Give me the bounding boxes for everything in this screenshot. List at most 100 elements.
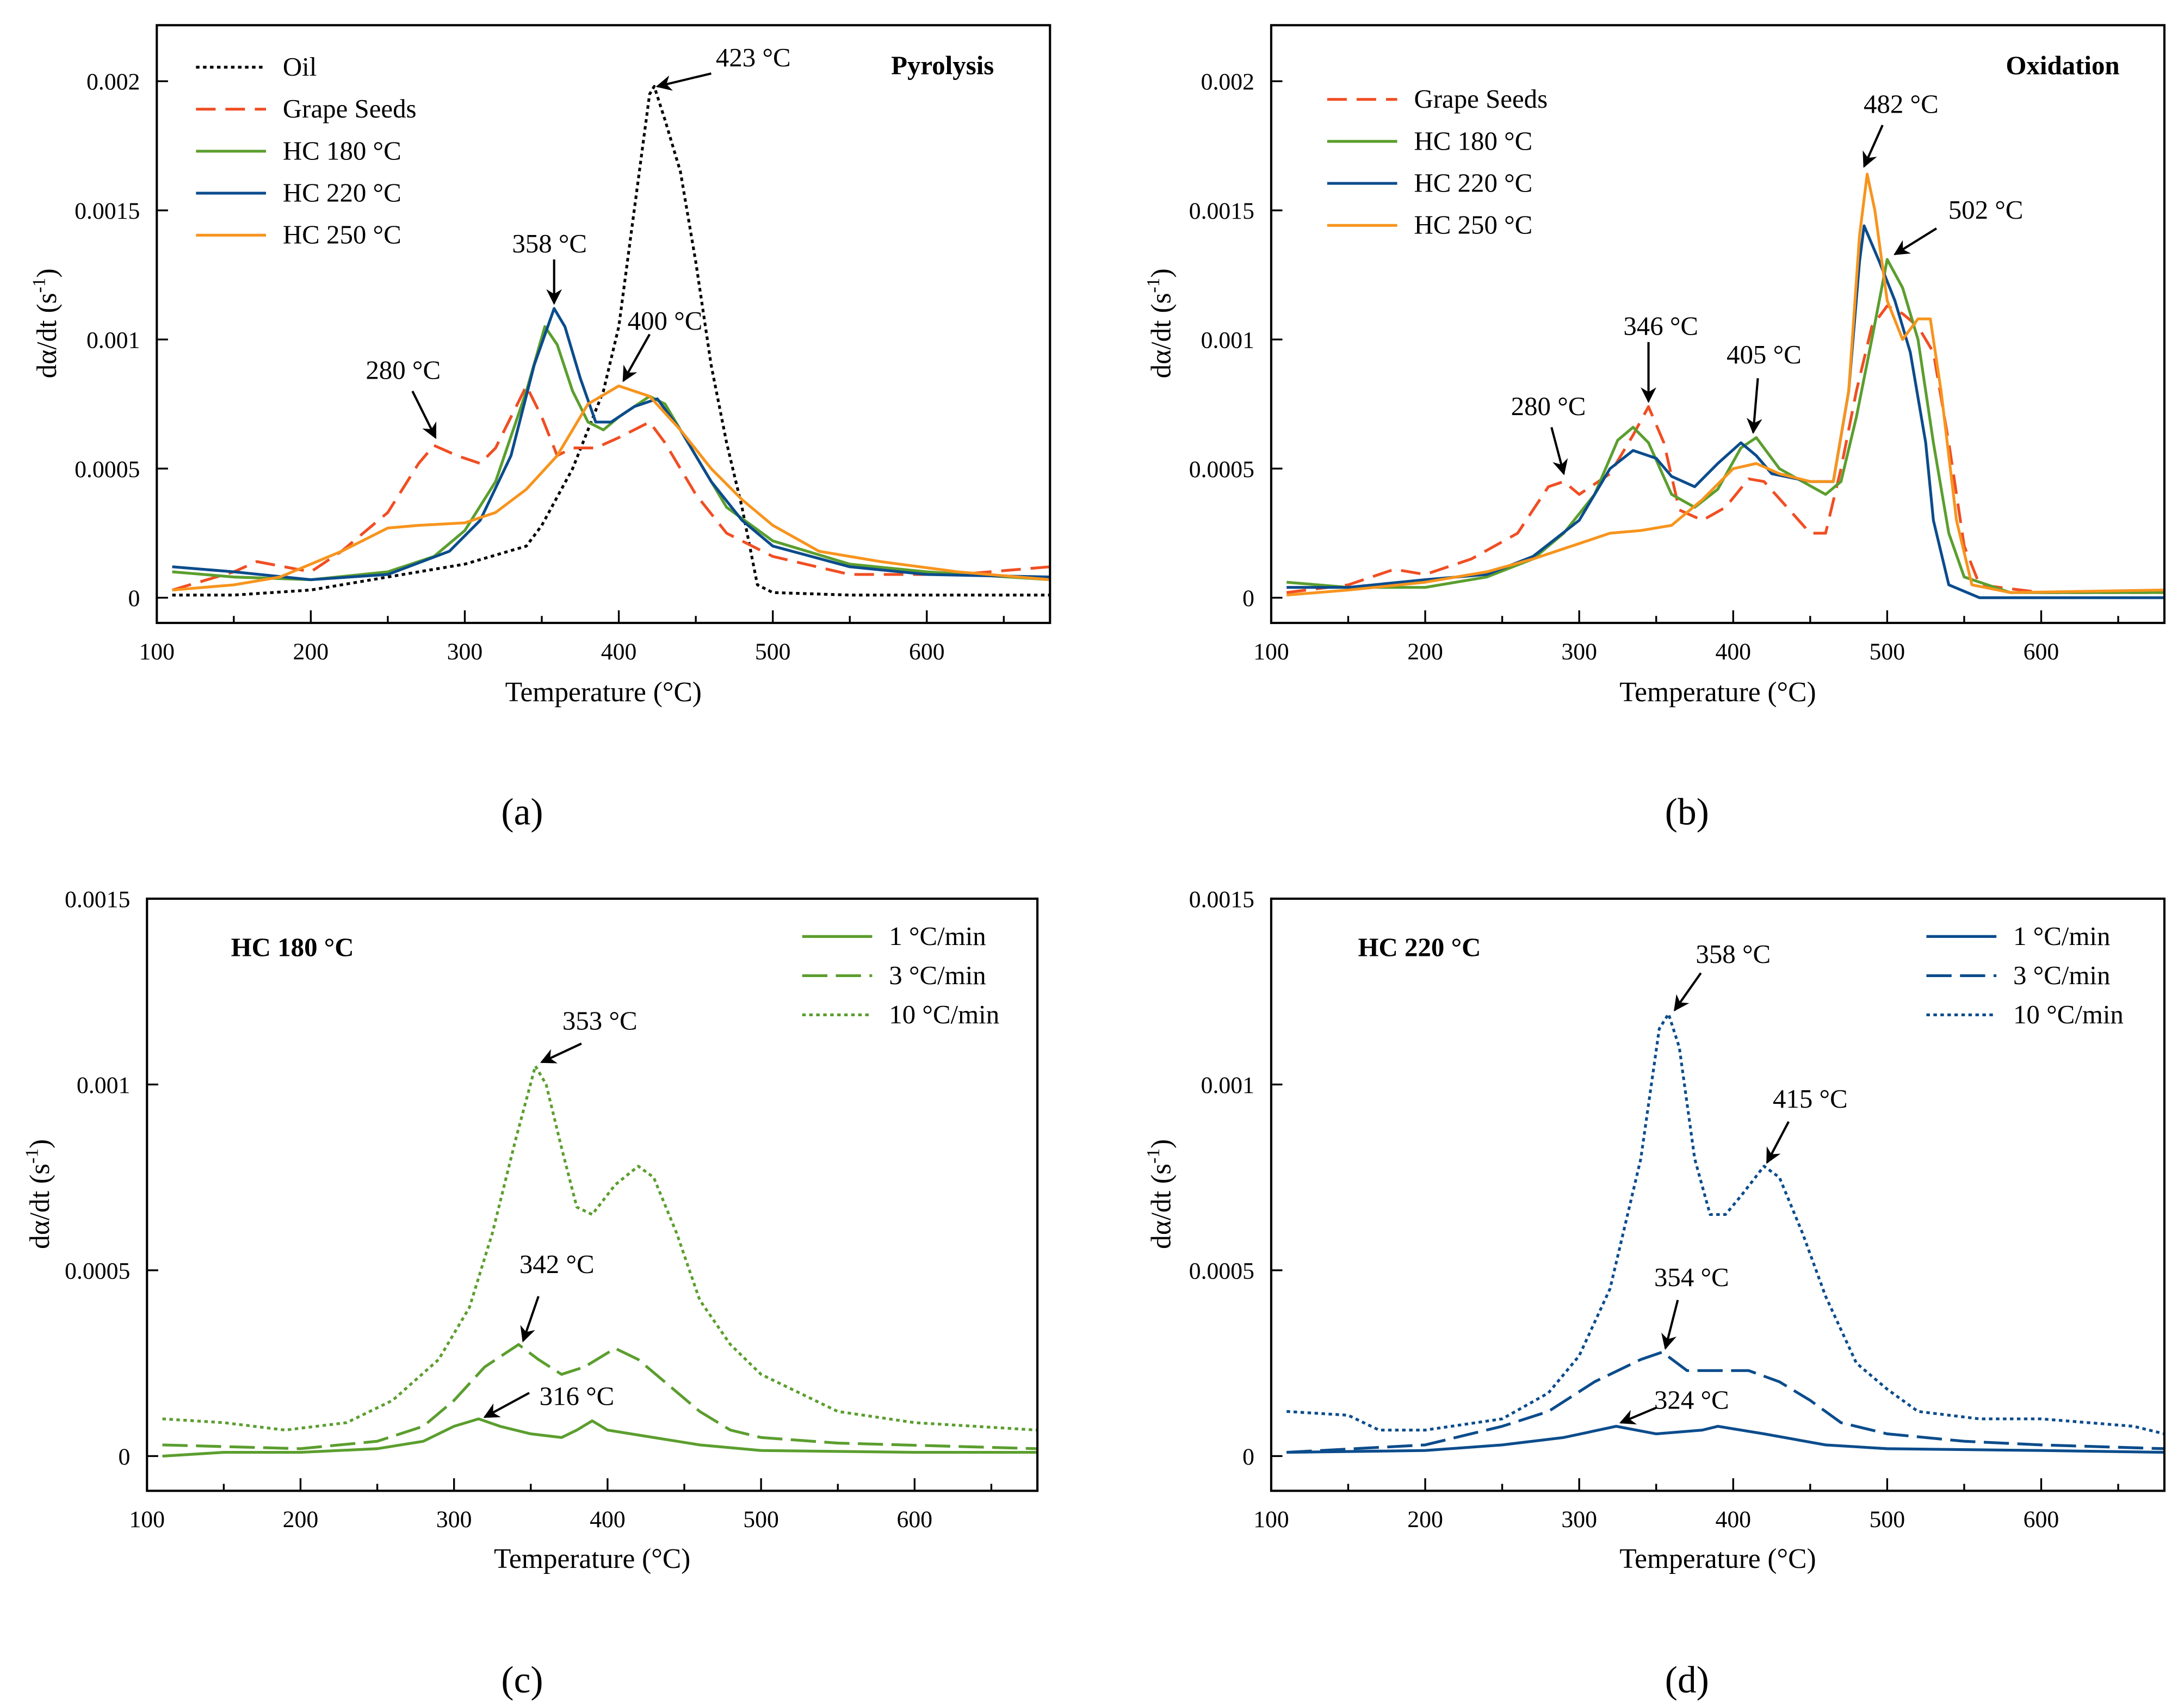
legend-label: 1 °C/min <box>2013 921 2110 951</box>
x-axis-label: Temperature (°C) <box>505 677 702 708</box>
y-tick-label: 0.0005 <box>65 1258 130 1284</box>
y-tick-label: 0 <box>1242 1444 1254 1470</box>
x-tick-label: 400 <box>1715 639 1751 665</box>
annotation-label: 358 °C <box>512 228 587 258</box>
annotation-arrow <box>1550 427 1568 475</box>
x-tick-label: 500 <box>743 1506 779 1533</box>
y-tick-label: 0.002 <box>86 69 140 95</box>
plot-frame <box>156 24 1051 625</box>
panel-label: (c) <box>501 1659 543 1701</box>
x-tick-label: 100 <box>1253 1506 1289 1533</box>
y-tick-label: 0.0015 <box>1189 886 1254 912</box>
legend-label: Grape Seeds <box>283 94 417 123</box>
annotation-label: 405 °C <box>1727 339 1802 369</box>
legend-label: 3 °C/min <box>889 960 986 990</box>
legend-label: Grape Seeds <box>1414 84 1548 114</box>
plot-frame <box>1270 897 2166 1492</box>
legend-label: 1 °C/min <box>889 921 986 951</box>
x-tick-label: 600 <box>2024 639 2059 665</box>
annotation-label: 280 °C <box>366 355 441 385</box>
annotation-label: 502 °C <box>1948 195 2024 225</box>
y-tick-label: 0 <box>118 1444 130 1470</box>
chart-panel-c: 100 200 300 400 500 600 0 0.0005 0.001 0.0015 1 °C… <box>22 886 1039 1701</box>
annotation-arrow <box>1661 1300 1679 1350</box>
panel-label: (b) <box>1665 792 1709 833</box>
panel-label: (a) <box>501 792 543 833</box>
x-axis-label: Temperature (°C) <box>1619 1543 1816 1574</box>
x-tick-label: 600 <box>897 1506 933 1533</box>
y-tick-label: 0.0005 <box>75 456 140 483</box>
y-axis-label-end: ) <box>24 1139 55 1148</box>
y-tick-label: 0.0005 <box>1189 1258 1254 1284</box>
legend-label: HC 180 °C <box>1414 126 1532 156</box>
x-tick-label: 100 <box>129 1506 165 1533</box>
y-tick-label: 0.001 <box>77 1072 130 1098</box>
annotation-label: 346 °C <box>1623 311 1698 341</box>
series-line-3-c-min <box>1286 1350 2165 1454</box>
x-tick-label: 500 <box>1870 1506 1905 1533</box>
y-tick-label: 0.001 <box>86 327 140 353</box>
series-line-hc-220-c <box>1286 224 2164 600</box>
y-axis-label-main: dα/dt (s <box>24 1164 55 1249</box>
chart-title: Oxidation <box>2006 50 2119 80</box>
x-tick-label: 300 <box>436 1506 472 1533</box>
x-tick-label: 300 <box>447 639 483 665</box>
x-tick-label: 200 <box>293 639 329 665</box>
series-line-grape-seeds <box>171 384 1050 592</box>
chart-panel-a: 100 200 300 400 500 600 0 0.0005 0.001 0.0015 0.00… <box>29 24 1051 833</box>
y-axis-label-end: ) <box>1146 268 1177 277</box>
annotation-arrow <box>1746 378 1762 434</box>
annotation-label: 342 °C <box>519 1249 595 1279</box>
annotation-arrow <box>622 333 651 382</box>
y-tick-label: 0.0005 <box>1189 456 1254 483</box>
series-line-10-c-min <box>162 1064 1038 1432</box>
y-tick-label: 0.001 <box>1201 1072 1254 1098</box>
y-axis-label: dα/dt (s-1) <box>22 1139 55 1249</box>
x-tick-label: 200 <box>1407 1506 1443 1533</box>
annotation-label: 316 °C <box>540 1381 615 1411</box>
legend-label: 3 °C/min <box>2013 960 2110 990</box>
x-tick-label: 400 <box>1715 1506 1751 1533</box>
legend-label: 10 °C/min <box>2013 999 2124 1029</box>
annotation-arrow <box>1894 227 1938 256</box>
series-line-hc-220-c <box>172 307 1050 582</box>
annotation-label: 358 °C <box>1696 939 1771 969</box>
annotation-arrow <box>655 72 711 91</box>
y-tick-label: 0.0015 <box>1189 198 1254 224</box>
series-line-10-c-min <box>1286 1012 2165 1436</box>
y-axis-label-main: dα/dt (s <box>32 293 63 378</box>
legend-label: HC 250 °C <box>283 220 401 250</box>
x-tick-label: 600 <box>909 639 945 665</box>
x-tick-label: 100 <box>139 639 175 665</box>
series-line-1-c-min <box>162 1417 1038 1458</box>
annotation-label: 280 °C <box>1511 391 1586 421</box>
panel-label: (d) <box>1665 1659 1709 1701</box>
chart-title: Pyrolysis <box>891 50 994 80</box>
y-axis-label: dα/dt (s-1) <box>1143 1139 1177 1249</box>
annotation-label: 482 °C <box>1864 89 1939 119</box>
y-axis-label-main: dα/dt (s <box>1146 1164 1177 1249</box>
series-line-hc-180-c <box>172 325 1050 582</box>
y-tick-label: 0.002 <box>1201 69 1254 95</box>
y-tick-label: 0.0015 <box>75 198 140 224</box>
annotation-arrow <box>411 391 437 439</box>
annotation-arrow <box>520 1296 540 1343</box>
legend-label: HC 220 °C <box>283 178 401 208</box>
annotation-arrow <box>1673 972 1702 1012</box>
chart-title: HC 180 °C <box>231 932 354 962</box>
annotation-arrow <box>1863 125 1884 168</box>
legend-label: Oil <box>283 52 317 82</box>
x-tick-label: 200 <box>283 1506 319 1533</box>
x-tick-label: 200 <box>1407 639 1443 665</box>
annotation-arrow <box>1766 1121 1790 1164</box>
plot-frame <box>146 897 1039 1492</box>
y-tick-label: 0.0015 <box>65 886 130 912</box>
x-tick-label: 500 <box>755 639 791 665</box>
y-tick-label: 0 <box>1242 585 1254 611</box>
series-line-hc-250-c <box>172 384 1050 592</box>
annotation-arrow <box>1619 1406 1657 1425</box>
x-axis-label: Temperature (°C) <box>494 1543 690 1574</box>
y-tick-label: 0 <box>128 585 140 611</box>
chart-panel-d: 100 200 300 400 500 600 0 0.0005 0.001 0.0015 1 °C… <box>1143 886 2166 1701</box>
